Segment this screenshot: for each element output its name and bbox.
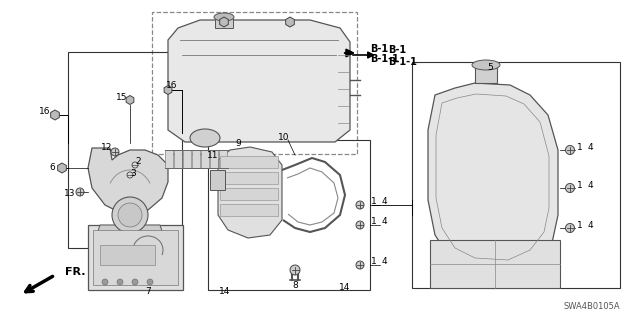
Text: FR.: FR. [65, 267, 86, 277]
Bar [88, 225, 183, 290]
Bar [220, 188, 278, 200]
Circle shape [111, 148, 119, 156]
Text: 12: 12 [101, 144, 113, 152]
Text: 3: 3 [130, 168, 136, 177]
Circle shape [132, 162, 138, 168]
Polygon shape [164, 85, 172, 94]
Text: 16: 16 [39, 108, 51, 116]
Text: 14: 14 [339, 284, 351, 293]
Bar [430, 240, 560, 288]
Text: 9: 9 [235, 139, 241, 149]
Circle shape [356, 201, 364, 209]
Text: 16: 16 [166, 81, 178, 91]
Text: B-1: B-1 [388, 45, 406, 55]
Circle shape [102, 279, 108, 285]
Text: 1: 1 [371, 218, 377, 226]
Text: 11: 11 [207, 151, 219, 160]
Text: 1: 1 [371, 257, 377, 266]
Bar [68, 52, 182, 248]
Text: SWA4B0105A: SWA4B0105A [563, 302, 620, 311]
Bar [412, 62, 620, 288]
Circle shape [356, 261, 364, 269]
Text: 14: 14 [220, 287, 230, 296]
Bar [210, 170, 225, 190]
Bar [475, 65, 497, 83]
Circle shape [127, 172, 133, 178]
Text: 5: 5 [487, 63, 493, 72]
Bar [201, 150, 209, 168]
Text: 13: 13 [64, 189, 76, 197]
Polygon shape [218, 147, 282, 238]
Bar [100, 245, 155, 265]
Bar [210, 150, 218, 168]
Bar [208, 140, 370, 290]
Bar [219, 150, 227, 168]
Circle shape [356, 221, 364, 229]
Polygon shape [285, 17, 294, 27]
Polygon shape [428, 83, 558, 272]
Bar [220, 204, 278, 216]
Text: 10: 10 [278, 132, 290, 142]
Bar [165, 150, 173, 168]
Circle shape [132, 279, 138, 285]
Circle shape [566, 145, 575, 154]
Text: B-1: B-1 [370, 44, 388, 54]
Circle shape [290, 265, 300, 275]
Bar [183, 150, 191, 168]
Polygon shape [88, 148, 168, 215]
Text: 4: 4 [381, 257, 387, 266]
Bar [152, 12, 357, 154]
Ellipse shape [214, 13, 234, 21]
Text: 8: 8 [292, 280, 298, 290]
Circle shape [147, 279, 153, 285]
Text: 1: 1 [577, 143, 583, 152]
Text: 7: 7 [145, 287, 151, 296]
Bar [220, 172, 278, 184]
Bar [220, 156, 278, 168]
Polygon shape [168, 20, 350, 142]
Text: 1: 1 [577, 181, 583, 189]
Polygon shape [51, 110, 60, 120]
Text: 6: 6 [49, 164, 55, 173]
Ellipse shape [472, 60, 500, 70]
Circle shape [118, 203, 142, 227]
Polygon shape [95, 225, 165, 240]
Text: B-1-1: B-1-1 [388, 57, 417, 67]
Ellipse shape [190, 129, 220, 147]
Text: 4: 4 [381, 218, 387, 226]
Text: 1: 1 [577, 220, 583, 229]
Text: 4: 4 [587, 143, 593, 152]
Text: 4: 4 [587, 181, 593, 189]
Text: B-1-1: B-1-1 [370, 54, 399, 64]
Text: 15: 15 [116, 93, 128, 101]
Text: 4: 4 [587, 220, 593, 229]
Circle shape [566, 224, 575, 233]
Text: 4: 4 [381, 197, 387, 206]
Polygon shape [58, 163, 67, 173]
Text: 1: 1 [371, 197, 377, 206]
Bar [93, 230, 178, 285]
Circle shape [112, 197, 148, 233]
Polygon shape [220, 17, 228, 27]
Circle shape [566, 183, 575, 192]
Bar [174, 150, 182, 168]
Text: 2: 2 [135, 157, 141, 166]
Circle shape [117, 279, 123, 285]
Polygon shape [126, 95, 134, 105]
Circle shape [76, 188, 84, 196]
Bar [192, 150, 200, 168]
Bar [215, 16, 233, 28]
